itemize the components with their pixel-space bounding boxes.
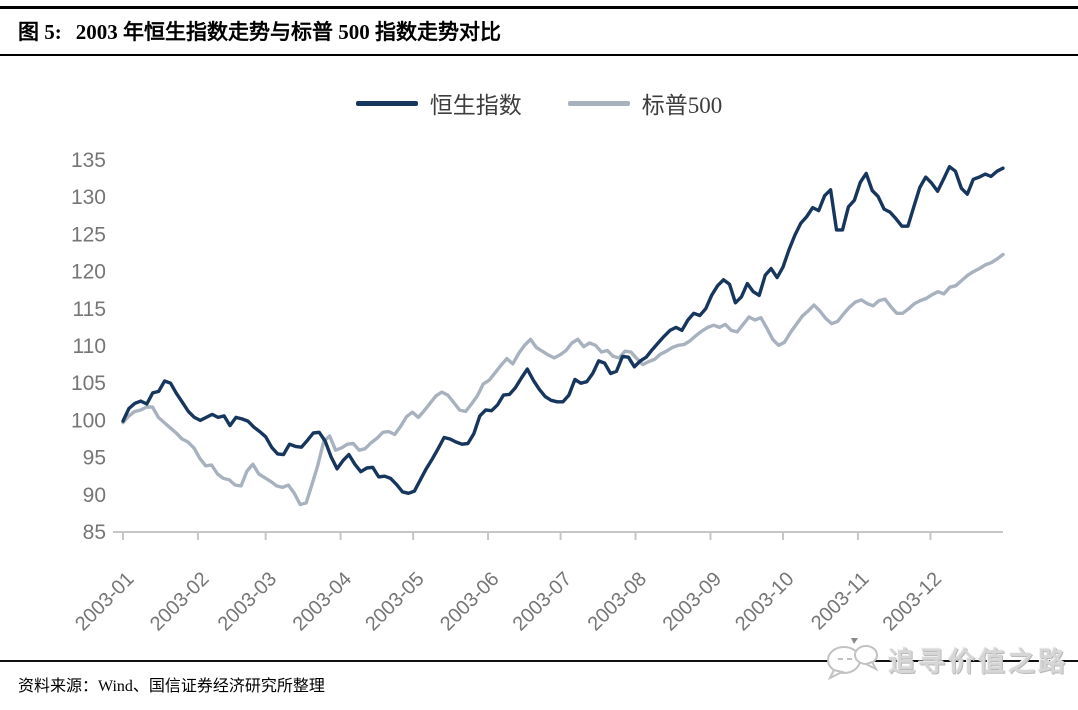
figure-title-row: 图 5: 2003 年恒生指数走势与标普 500 指数走势对比 bbox=[18, 16, 1058, 50]
figure-label: 图 5: bbox=[18, 20, 62, 44]
x-axis-tick-label: 2003-01 bbox=[71, 568, 138, 635]
x-axis-tick-label: 2003-02 bbox=[146, 568, 213, 635]
y-axis-tick-label: 95 bbox=[83, 447, 106, 470]
watermark-text: 追寻价值之路 bbox=[888, 646, 1068, 677]
legend-label-hsi: 恒生指数 bbox=[429, 93, 522, 118]
figure-title: 2003 年恒生指数走势与标普 500 指数走势对比 bbox=[75, 20, 501, 44]
x-axis-tick-label: 2003-08 bbox=[584, 568, 651, 635]
hsi-line-swatch-icon bbox=[355, 100, 418, 106]
x-axis-tick-label: 2003-11 bbox=[807, 568, 873, 634]
watermark: 追寻价值之路 bbox=[824, 638, 1068, 680]
x-axis-tick-label: 2003-03 bbox=[214, 568, 281, 635]
x-axis-tick-label: 2003-09 bbox=[659, 568, 726, 635]
hsi-line bbox=[121, 164, 1005, 495]
y-axis-tick-label: 100 bbox=[71, 409, 106, 432]
y-axis-tick-label: 110 bbox=[73, 335, 106, 358]
y-axis-tick-label: 85 bbox=[83, 521, 106, 544]
x-axis-tick-label: 2003-07 bbox=[509, 568, 576, 635]
chart-legend: 恒生指数 标普500 bbox=[0, 86, 1078, 120]
top-rule bbox=[0, 6, 1078, 9]
y-axis-tick-label: 115 bbox=[73, 298, 106, 321]
x-axis-tick-label: 2003-12 bbox=[879, 568, 946, 635]
x-axis-tick-label: 2003-05 bbox=[361, 568, 428, 635]
source-text: 资料来源：Wind、国信证券经济研究所整理 bbox=[18, 678, 325, 695]
title-divider bbox=[0, 54, 1078, 56]
y-axis-tick-label: 120 bbox=[71, 261, 106, 284]
sp500-line bbox=[121, 252, 1005, 507]
y-axis-tick-label: 90 bbox=[83, 484, 106, 507]
x-axis-tick-label: 2003-04 bbox=[289, 568, 356, 635]
y-axis-tick-label: 125 bbox=[71, 223, 106, 246]
y-axis-tick-label: 135 bbox=[71, 149, 106, 172]
x-axis-tick-label: 2003-10 bbox=[731, 568, 798, 635]
legend-item-sp500: 标普500 bbox=[567, 86, 723, 120]
legend-label-sp500: 标普500 bbox=[641, 93, 723, 118]
footer-divider bbox=[0, 660, 1078, 662]
chat-bubbles-icon bbox=[827, 638, 879, 680]
legend-item-hsi: 恒生指数 bbox=[355, 86, 522, 120]
y-axis-tick-label: 105 bbox=[71, 372, 106, 395]
y-axis-tick-label: 130 bbox=[71, 186, 106, 209]
sp500-line-swatch-icon bbox=[567, 100, 630, 106]
x-axis-tick-label: 2003-06 bbox=[436, 568, 503, 635]
